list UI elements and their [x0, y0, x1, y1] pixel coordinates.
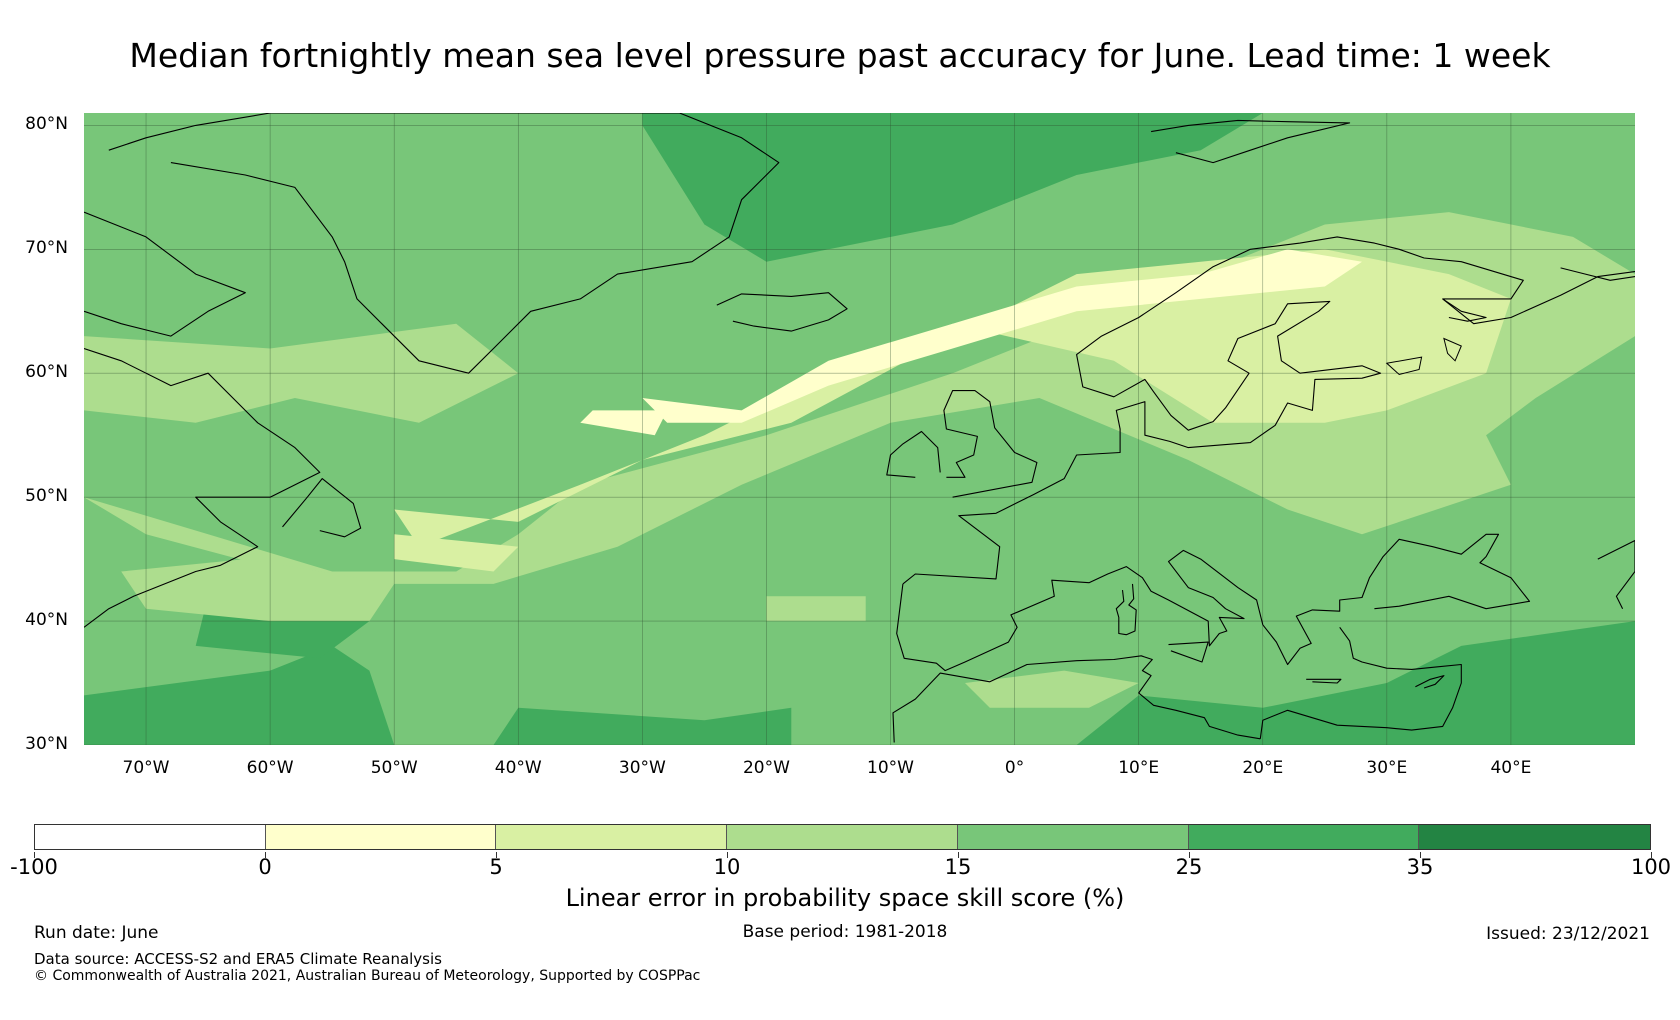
- coastline-newfoundland: [282, 478, 362, 538]
- colorbar-tick-label: 0: [258, 855, 272, 879]
- coastline-greenland: [108, 113, 780, 374]
- skill-region-10-15-8: [121, 559, 395, 622]
- skill-region-25-35-4: [1076, 621, 1635, 745]
- lake-onega: [1443, 337, 1462, 362]
- skill-region-10-15-9: [965, 670, 1139, 708]
- coastline-anatolia-levant: [1259, 626, 1462, 739]
- coastline-labrador-canada: [84, 347, 321, 628]
- colorbar-tick-mark: [1189, 852, 1190, 858]
- coastline-iceland: [716, 292, 848, 332]
- colorbar-segment-15-25: [957, 825, 1189, 849]
- colorbar-tick-mark: [1420, 852, 1421, 858]
- colorbar-tick-label: 5: [489, 855, 503, 879]
- coastline-europe-mainland: [902, 236, 1635, 585]
- lon-label--30: 30°W: [618, 758, 666, 778]
- colorbar-segment-10-15: [727, 825, 958, 849]
- lon-label-20: 20°E: [1242, 758, 1284, 778]
- coastline-crete: [1306, 678, 1342, 684]
- coastline-iberia-med: [896, 533, 1531, 672]
- colorbar-segment-0-5: [265, 825, 497, 849]
- issued-date: Issued: 23/12/2021: [1486, 924, 1650, 944]
- lat-label-40: 40°N: [25, 610, 68, 631]
- lat-label-50: 50°N: [25, 486, 68, 507]
- colorbar-tick-label: 25: [1175, 855, 1203, 879]
- colorbar-segment-5-10: [496, 825, 728, 849]
- lon-label--20: 20°W: [742, 758, 790, 778]
- map-title: Median fortnightly mean sea level pressu…: [129, 36, 1551, 75]
- coastline-corsica-sardinia: [1115, 583, 1137, 636]
- skill-region-0-5-14: [580, 410, 668, 436]
- base-period: Base period: 1981-2018: [742, 922, 948, 942]
- lake-ladoga: [1385, 356, 1423, 376]
- coastline-white-sea: [1442, 298, 1487, 322]
- colorbar-tick-mark: [265, 852, 266, 858]
- lat-label-60: 60°N: [25, 362, 68, 383]
- data-source: Data source: ACCESS-S2 and ERA5 Climate …: [34, 950, 442, 968]
- coastline-baffin-island: [84, 211, 246, 337]
- colorbar-segment-35-100: [1419, 825, 1651, 849]
- colorbar-tick-mark: [958, 852, 959, 858]
- colorbar-tick-mark: [1651, 852, 1652, 858]
- colorbar: [34, 824, 1651, 850]
- copyright: © Commonwealth of Australia 2021, Austra…: [34, 968, 701, 984]
- lon-label--50: 50°W: [370, 758, 418, 778]
- lon-label--70: 70°W: [122, 758, 170, 778]
- coastline-north-africa: [892, 655, 1261, 743]
- lon-label-30: 30°E: [1366, 758, 1408, 778]
- map-canvas: [84, 113, 1635, 745]
- skill-region-0-5-13: [642, 249, 1362, 423]
- coastline-svalbard: [1151, 119, 1351, 164]
- coastline-sicily: [1168, 641, 1209, 663]
- lat-label-80: 80°N: [25, 114, 68, 135]
- run-date: Run date: June: [34, 923, 159, 943]
- coastline-ireland: [886, 430, 941, 478]
- skill-region-5-10-11: [394, 249, 1511, 547]
- colorbar-title: Linear error in probability space skill …: [565, 884, 1125, 912]
- colorbar-tick-mark: [496, 852, 497, 858]
- lon-label--40: 40°W: [494, 758, 542, 778]
- skill-region-25-35-1: [84, 645, 395, 745]
- colorbar-tick-label: 35: [1406, 855, 1434, 879]
- lon-label-40: 40°E: [1490, 758, 1532, 778]
- lat-label-70: 70°N: [25, 238, 68, 259]
- colorbar-tick-mark: [34, 852, 35, 858]
- skill-score-map: [84, 113, 1635, 745]
- coastline-cyprus: [1415, 675, 1445, 689]
- coastline-great-britain: [943, 390, 1038, 498]
- coastline-caspian: [1597, 539, 1635, 609]
- lon-label--60: 60°W: [246, 758, 294, 778]
- skill-region-25-35-5: [642, 113, 1263, 262]
- skill-region-5-10-12: [394, 534, 519, 572]
- lon-label-0: 0°: [1004, 758, 1025, 778]
- lat-label-30: 30°N: [25, 734, 68, 754]
- colorbar-tick-label: 100: [1630, 855, 1672, 879]
- colorbar-tick-label: -100: [10, 855, 58, 879]
- colorbar-tick-mark: [727, 852, 728, 858]
- colorbar-tick-label: 10: [713, 855, 741, 879]
- colorbar-segment--100-0: [35, 825, 266, 849]
- coastline-nova-zembla-coast: [1560, 267, 1635, 281]
- lon-label-10: 10°E: [1118, 758, 1160, 778]
- colorbar-segment-25-35: [1188, 825, 1420, 849]
- skill-region-10-15-10: [766, 596, 866, 622]
- lon-label--10: 10°W: [867, 758, 914, 778]
- colorbar-tick-label: 15: [944, 855, 972, 879]
